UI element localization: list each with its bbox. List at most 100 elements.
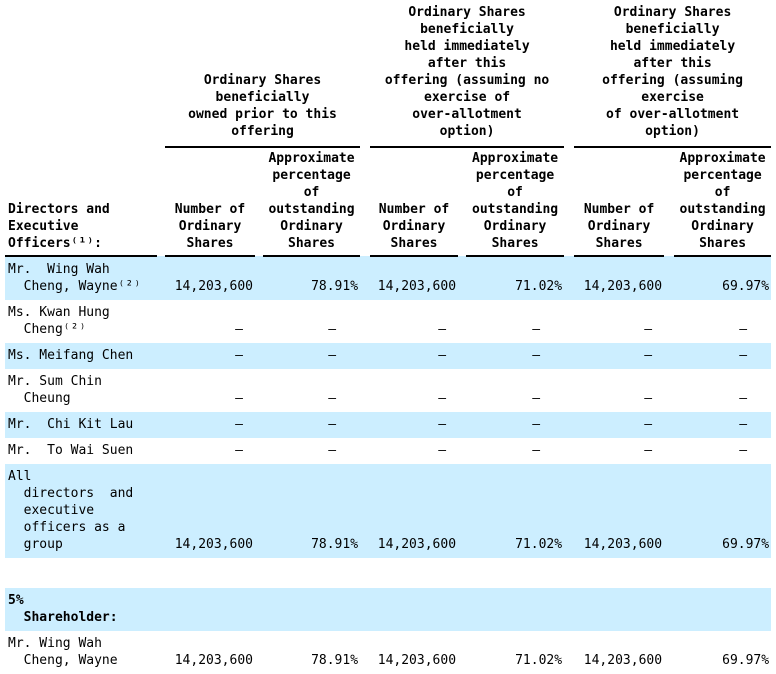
row-label: Mr. Chi Kit Lau <box>5 412 157 438</box>
value-cell: 78.91% <box>311 653 359 668</box>
value-cell: — <box>438 322 447 337</box>
spacer-cell <box>564 343 575 369</box>
spacer-cell <box>157 412 165 438</box>
spacer-cell <box>255 369 263 412</box>
spacer-cell <box>360 300 370 343</box>
col-header-percentage-2: Approximate percentage of outstanding Or… <box>466 147 565 257</box>
value-cell: — <box>574 412 665 438</box>
row-label: Mr. Sum Chin Cheung <box>8 374 102 406</box>
value-cell: — <box>574 343 665 369</box>
table-row-kwan-hung-cheng: Ms. Kwan Hung Cheng⁽²⁾ — — — — — — <box>5 300 771 343</box>
value-cell: — <box>739 322 748 337</box>
group-header-prior-offering: Ordinary Shares beneficially owned prior… <box>165 0 361 148</box>
spacer-cell <box>255 438 263 464</box>
value-cell: — <box>532 322 541 337</box>
spacer-cell <box>458 464 467 558</box>
spacer-cell <box>360 147 370 256</box>
spacer-cell <box>5 558 772 588</box>
value-cell: 78.91% <box>263 256 361 300</box>
table-row-chi-kit-lau: Mr. Chi Kit Lau — — — — — — <box>5 412 772 438</box>
row-label: Mr. Wing Wah Cheng, Wayne <box>8 636 118 668</box>
spacer-cell <box>157 343 165 369</box>
value-cell: — <box>674 343 772 369</box>
value-cell: 69.97% <box>722 653 770 668</box>
spacer-cell <box>360 369 370 412</box>
spacer-cell <box>360 438 370 464</box>
value-cell: — <box>739 443 748 458</box>
value-cell: — <box>532 391 541 406</box>
value-cell: — <box>674 412 772 438</box>
value-cell: — <box>644 443 653 458</box>
spacer-cell <box>458 300 466 343</box>
spacer-cell <box>360 343 371 369</box>
spacer-cell <box>564 412 575 438</box>
spacer-cell <box>255 412 263 438</box>
spacer-cell <box>360 0 370 147</box>
row-label: Ms. Kwan Hung Cheng⁽²⁾ <box>8 305 110 337</box>
value-cell: 14,203,600 <box>370 256 459 300</box>
value-cell: — <box>328 322 337 337</box>
spacer-cell <box>564 0 574 147</box>
group-header-after-no-exercise: Ordinary Shares beneficially held immedi… <box>370 0 565 148</box>
section-header-row: 5% Shareholder: <box>5 588 772 631</box>
value-cell: 14,203,600 <box>583 653 663 668</box>
spacer-cell <box>664 256 675 300</box>
table-row-shareholder-wing-wah-cheng: Mr. Wing Wah Cheng, Wayne 14,203,600 78.… <box>5 631 771 674</box>
table-row-all-directors-group: All directors and executive officers as … <box>5 464 772 558</box>
spacer-cell <box>157 256 165 300</box>
value-cell: 14,203,600 <box>377 653 457 668</box>
group-header-after-exercise: Ordinary Shares beneficially held immedi… <box>574 0 772 148</box>
value-cell: — <box>466 343 565 369</box>
spacer-cell <box>664 300 674 343</box>
spacer-cell <box>458 369 466 412</box>
sub-header-row: Directors and Executive Officers⁽¹⁾: Num… <box>5 147 772 257</box>
value-cell: — <box>644 391 653 406</box>
spacer-cell <box>564 438 574 464</box>
value-cell: — <box>644 322 653 337</box>
col-header-number-1: Number of Ordinary Shares <box>165 147 255 257</box>
spacer-cell <box>255 256 263 300</box>
row-label: All directors and executive officers as … <box>5 464 157 558</box>
spacer-cell <box>458 631 466 674</box>
spacer-cell <box>564 256 575 300</box>
empty-corner-cell <box>5 0 165 147</box>
value-cell: — <box>235 322 243 337</box>
value-cell: — <box>165 412 255 438</box>
spacer-cell <box>360 631 370 674</box>
value-cell: 14,203,600 <box>574 256 665 300</box>
spacer-cell <box>157 300 165 343</box>
spacer-cell <box>360 256 371 300</box>
value-cell: — <box>370 343 459 369</box>
spacer-cell <box>157 631 165 674</box>
spacer-cell <box>255 343 263 369</box>
spacer-cell <box>664 631 674 674</box>
value-cell: 14,203,600 <box>370 464 459 558</box>
section-header-5pct-shareholder: 5% Shareholder: <box>5 588 772 631</box>
value-cell: — <box>739 391 748 406</box>
value-cell: 14,203,600 <box>165 464 255 558</box>
spacer-cell <box>255 300 263 343</box>
spacer-cell <box>664 343 675 369</box>
group-header-row: Ordinary Shares beneficially owned prior… <box>5 0 772 148</box>
spacer-cell <box>157 369 165 412</box>
value-cell: — <box>263 412 361 438</box>
spacer-cell <box>564 631 574 674</box>
value-cell: — <box>235 443 243 458</box>
value-cell: 71.02% <box>466 464 565 558</box>
row-label: Mr. Wing Wah Cheng, Wayne⁽²⁾ <box>5 256 157 300</box>
value-cell: 71.02% <box>466 256 565 300</box>
spacer-cell <box>157 147 165 256</box>
spacer-cell <box>664 438 674 464</box>
beneficial-ownership-table: Ordinary Shares beneficially owned prior… <box>5 0 772 674</box>
spacer-cell <box>360 412 371 438</box>
value-cell: — <box>370 412 459 438</box>
spacer-cell <box>255 631 263 674</box>
spacer-cell <box>255 147 263 256</box>
value-cell: — <box>438 391 447 406</box>
value-cell: 69.97% <box>674 464 772 558</box>
row-label: Mr. To Wai Suen <box>8 443 134 458</box>
spacer-cell <box>664 464 675 558</box>
value-cell: 71.02% <box>515 653 563 668</box>
table-row-to-wai-suen: Mr. To Wai Suen — — — — — — <box>5 438 771 464</box>
table-row-wing-wah-cheng: Mr. Wing Wah Cheng, Wayne⁽²⁾ 14,203,600 … <box>5 256 772 300</box>
